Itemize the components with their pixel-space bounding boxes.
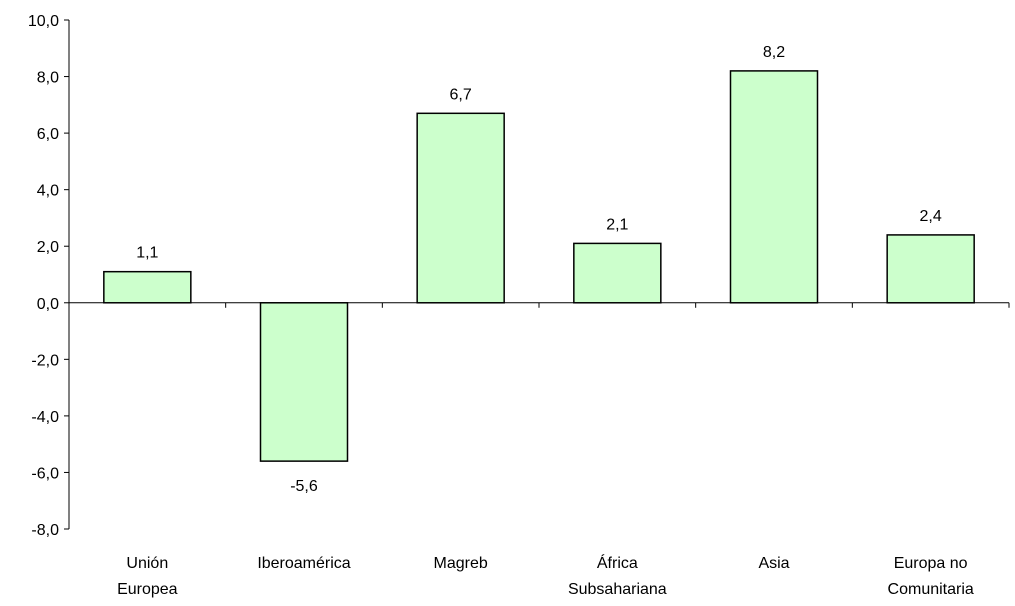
bar	[416, 112, 505, 304]
y-tick-label: -8,0	[31, 522, 59, 539]
y-tick-label: -6,0	[31, 465, 59, 482]
bar-value-label: -5,6	[290, 478, 318, 495]
bar-value-label: 6,7	[450, 86, 472, 103]
y-tick-label: 10,0	[28, 13, 59, 30]
bar	[259, 302, 349, 462]
y-tick-label: 2,0	[37, 239, 59, 256]
y-tick-label: -4,0	[31, 409, 59, 426]
chart-axes: -8,0 -6,0 -4,0 -2,0 0,0 2,0 4,0 6,0 8,0 10,0	[28, 13, 1010, 539]
x-category-label: Unión Europea	[117, 555, 178, 598]
bar-value-label: 2,4	[920, 208, 942, 225]
x-category-label: Asia	[758, 555, 789, 572]
y-tick-label: 4,0	[37, 183, 59, 200]
chart-bars	[103, 70, 975, 462]
y-tick-label: 6,0	[37, 126, 59, 143]
y-tick-label: 0,0	[37, 296, 59, 313]
bar-value-label: 1,1	[136, 245, 158, 262]
bar	[103, 270, 192, 304]
bar	[886, 234, 975, 304]
x-category-label: Iberoamérica	[257, 555, 350, 572]
y-tick-label: -2,0	[31, 352, 59, 369]
bar-value-label: 2,1	[606, 216, 628, 233]
bar-value-label: 8,2	[763, 44, 785, 61]
bar	[729, 70, 819, 304]
y-tick-label: 8,0	[37, 70, 59, 87]
x-category-label: África Subsahariana	[568, 553, 667, 598]
chart-labels: 1,1 Unión Europea -5,6 Iberoamérica 6,7 Magreb…	[117, 44, 974, 598]
x-category-label: Magreb	[434, 555, 488, 572]
x-category-label: Europa no Comunitaria	[888, 555, 974, 598]
bar	[573, 242, 662, 304]
